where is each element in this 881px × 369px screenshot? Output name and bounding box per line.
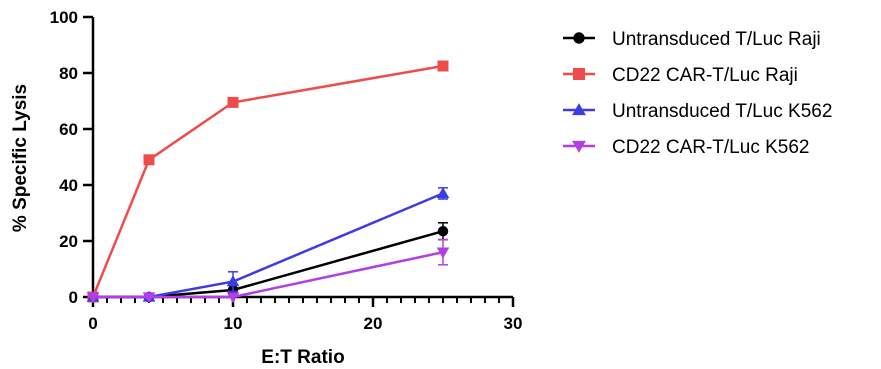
- legend-item-4: CD22 CAR-T/Luc K562: [563, 137, 809, 158]
- x-tick-label: 0: [88, 314, 97, 333]
- data-point: [437, 225, 449, 237]
- x-axis-title: E:T Ratio: [261, 347, 344, 368]
- x-tick-label: 10: [224, 314, 243, 333]
- legend-label: Untransduced T/Luc K562: [612, 101, 832, 122]
- data-point: [226, 292, 240, 304]
- series-line: [93, 250, 444, 299]
- data-point: [142, 292, 156, 304]
- axes: 0 10 20 30 0 20 40 60 80 100: [50, 8, 523, 333]
- x-tick-label: 20: [364, 314, 383, 333]
- data-point: [436, 247, 450, 259]
- y-tick-label: 80: [59, 64, 78, 83]
- legend-label: CD22 CAR-T/Luc Raji: [612, 65, 798, 86]
- y-tick-label: 20: [59, 232, 78, 251]
- y-tick-label: 40: [59, 176, 78, 195]
- data-point: [227, 96, 239, 108]
- legend-marker: [572, 140, 586, 153]
- x-tick-label: 30: [504, 314, 523, 333]
- legend-marker: [572, 103, 586, 116]
- legend-item-3: Untransduced T/Luc K562: [563, 101, 832, 122]
- legend-item-1: Untransduced T/Luc Raji: [563, 29, 821, 50]
- series-line: [91, 64, 444, 298]
- legend-marker: [573, 68, 585, 80]
- data-point: [437, 60, 449, 72]
- legend-marker: [573, 32, 585, 44]
- data-point: [143, 154, 155, 166]
- legend-label: Untransduced T/Luc Raji: [612, 29, 821, 50]
- data-point: [226, 275, 240, 287]
- legend: Untransduced T/Luc Raji CD22 CAR-T/Luc Ra…: [563, 29, 832, 158]
- series-layer: [86, 60, 450, 304]
- data-point: [436, 187, 450, 199]
- y-axis-title: % Specific Lysis: [10, 84, 31, 232]
- y-tick-label: 60: [59, 120, 78, 139]
- y-tick-label: 0: [69, 288, 78, 307]
- y-tick-label: 100: [50, 8, 78, 27]
- legend-label: CD22 CAR-T/Luc K562: [612, 137, 809, 158]
- series-4: [86, 238, 450, 304]
- legend-item-2: CD22 CAR-T/Luc Raji: [563, 65, 798, 86]
- data-point: [86, 292, 100, 304]
